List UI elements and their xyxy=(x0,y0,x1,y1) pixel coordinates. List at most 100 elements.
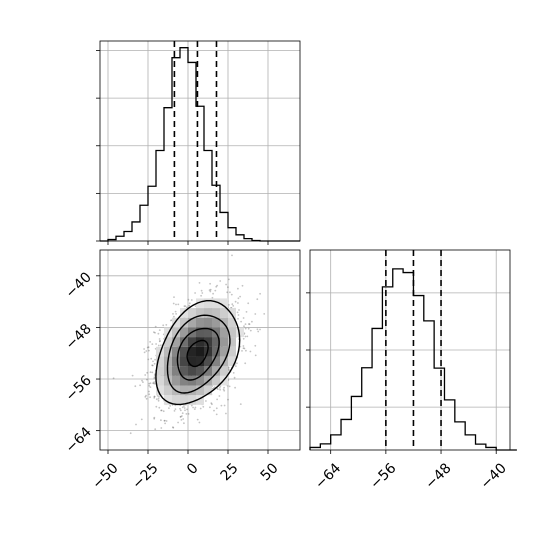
scatter-point xyxy=(152,360,154,363)
density-cell xyxy=(196,317,204,328)
density-cell xyxy=(180,375,188,386)
scatter-point xyxy=(211,296,214,299)
scatter-point xyxy=(179,415,182,418)
scatter-point xyxy=(168,407,170,409)
scatter-point xyxy=(179,407,181,410)
scatter-point xyxy=(158,338,161,340)
scatter-point xyxy=(247,327,250,330)
density-cell xyxy=(212,366,220,376)
scatter-point xyxy=(214,289,217,292)
density-cell xyxy=(236,327,244,338)
density-cell xyxy=(220,317,228,328)
density-cell xyxy=(180,385,188,396)
scatter-point xyxy=(184,409,186,412)
scatter-point xyxy=(249,329,252,332)
scatter-point xyxy=(155,405,158,408)
scatter-point xyxy=(232,372,235,374)
scatter-point xyxy=(160,344,162,347)
density-cell xyxy=(212,298,220,309)
density-cell xyxy=(220,337,228,347)
scatter-point xyxy=(173,296,175,298)
scatter-point xyxy=(182,418,185,420)
scatter-point xyxy=(153,395,156,398)
scatter-point xyxy=(149,341,152,343)
density-cell xyxy=(212,337,220,347)
scatter-point xyxy=(148,390,150,393)
density-cell xyxy=(220,327,228,338)
density-cell xyxy=(220,298,228,309)
scatter-point xyxy=(218,395,221,397)
scatter-point xyxy=(160,409,163,412)
scatter-point xyxy=(152,382,155,385)
scatter-point xyxy=(134,385,137,388)
scatter-point xyxy=(219,385,222,387)
scatter-point xyxy=(183,405,185,407)
scatter-point xyxy=(160,427,163,429)
scatter-point xyxy=(150,357,153,360)
scatter-point xyxy=(251,320,253,323)
scatter-point xyxy=(259,328,261,331)
scatter-point xyxy=(216,388,219,390)
scatter-xtick-label-2: 0 xyxy=(184,460,202,478)
scatter-point xyxy=(236,362,238,365)
scatter-point xyxy=(186,408,188,411)
density-cell xyxy=(188,356,196,367)
scatter-point xyxy=(196,418,199,421)
scatter-point xyxy=(227,366,230,369)
density-cell xyxy=(196,337,204,347)
scatter-point xyxy=(216,284,219,287)
scatter-point xyxy=(154,358,157,361)
panel-hist-y: −64 −56 −48 −40 xyxy=(306,249,517,493)
panel-hist-x xyxy=(96,40,301,245)
scatter-point xyxy=(180,419,183,421)
density-cell xyxy=(196,375,204,386)
scatter-point xyxy=(243,325,245,328)
scatter-point xyxy=(215,413,218,416)
scatter-xtick-label-1: −25 xyxy=(129,460,161,492)
scatter-point xyxy=(237,317,239,320)
scatter-point xyxy=(154,325,157,328)
scatter-point xyxy=(192,406,195,409)
density-cell xyxy=(220,346,228,357)
scatter-point xyxy=(228,304,230,306)
scatter-point xyxy=(163,419,166,422)
scatter-point xyxy=(181,406,184,409)
scatter-point xyxy=(208,289,211,291)
scatter-xtick-label-3: 25 xyxy=(218,460,242,484)
scatter-point xyxy=(234,386,237,389)
hist-y-xtick-label-3: −40 xyxy=(478,460,510,492)
scatter-point xyxy=(244,362,247,365)
scatter-point xyxy=(174,408,177,410)
scatter-point xyxy=(179,416,182,418)
scatter-point xyxy=(225,283,228,286)
scatter-point xyxy=(246,335,249,338)
scatter-point xyxy=(209,406,211,409)
scatter-point xyxy=(227,398,229,401)
scatter-point xyxy=(129,432,132,435)
scatter-ytick-label-0: −40 xyxy=(63,269,95,301)
scatter-point xyxy=(220,404,223,407)
density-cell xyxy=(172,356,180,367)
scatter-point xyxy=(210,402,213,404)
scatter-point xyxy=(188,302,191,305)
scatter-point xyxy=(158,406,161,409)
scatter-point xyxy=(157,397,160,400)
density-cell xyxy=(188,337,196,347)
scatter-point xyxy=(222,388,225,391)
scatter-point xyxy=(226,291,229,294)
scatter-point xyxy=(215,407,218,410)
scatter-point xyxy=(230,293,233,296)
scatter-point xyxy=(188,304,191,307)
scatter-point xyxy=(165,420,168,422)
scatter-point xyxy=(152,382,154,384)
scatter-point xyxy=(245,311,248,313)
scatter-point xyxy=(177,421,180,424)
density-cell xyxy=(212,317,220,328)
density-cell xyxy=(212,356,220,367)
density-cell xyxy=(204,385,212,396)
scatter-point xyxy=(241,284,244,287)
scatter-point xyxy=(219,388,222,391)
density-cell xyxy=(164,395,172,405)
scatter-point xyxy=(244,335,247,338)
scatter-point xyxy=(202,405,205,408)
